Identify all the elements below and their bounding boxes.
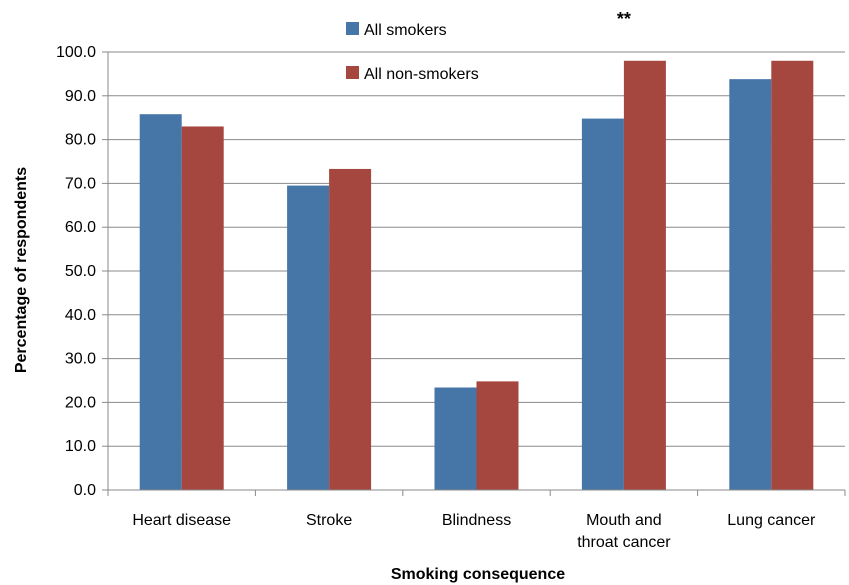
y-tick-label: 40.0 xyxy=(65,307,96,324)
bars xyxy=(139,60,814,491)
bar-all-non-smokers-mouth-and-throat-cancer xyxy=(623,60,666,490)
bar-all-smokers-blindness xyxy=(434,387,477,490)
y-tick-label: 80.0 xyxy=(65,132,96,149)
legend-swatch-all-non-smokers xyxy=(346,66,359,79)
x-category-label: Mouth and throat cancer xyxy=(577,512,671,551)
y-tick-label: 0.0 xyxy=(74,482,96,499)
y-tick-labels: 0.0 10.0 20.0 30.0 40.0 50.0 60.0 70.0 80.0 90.0 1… xyxy=(56,44,96,499)
significance-annotation: ** xyxy=(617,9,631,29)
x-category-label: Stroke xyxy=(306,512,352,529)
y-tick-label: 20.0 xyxy=(65,394,96,411)
y-tick-label: 30.0 xyxy=(65,351,96,368)
x-category-labels: Heart disease Stroke Blindness Mouth and thr… xyxy=(132,512,816,551)
axes xyxy=(102,51,846,496)
y-tick-label: 10.0 xyxy=(65,438,96,455)
x-category-label: Lung cancer xyxy=(727,512,816,529)
bar-all-non-smokers-lung-cancer xyxy=(771,60,814,490)
legend-label-all-smokers: All smokers xyxy=(364,22,447,39)
y-tick-label: 70.0 xyxy=(65,175,96,192)
bar-all-smokers-stroke xyxy=(287,185,330,490)
bar-all-smokers-lung-cancer xyxy=(729,79,772,490)
x-category-label: Heart disease xyxy=(132,512,231,529)
y-axis-title: Percentage of respondents xyxy=(13,167,30,373)
bar-all-non-smokers-heart-disease xyxy=(181,126,224,491)
legend-swatch-all-smokers xyxy=(346,22,359,35)
y-tick-label: 60.0 xyxy=(65,219,96,236)
x-category-label: Blindness xyxy=(442,512,511,529)
y-tick-label: 100.0 xyxy=(56,44,96,61)
bar-all-smokers-heart-disease xyxy=(139,114,182,491)
y-tick-label: 50.0 xyxy=(65,263,96,280)
gridlines xyxy=(108,51,845,447)
bar-all-non-smokers-stroke xyxy=(329,168,372,491)
bar-all-smokers-mouth-and-throat-cancer xyxy=(581,118,624,491)
bar-all-non-smokers-blindness xyxy=(476,381,519,490)
legend-label-all-non-smokers: All non-smokers xyxy=(364,66,479,83)
x-axis-title: Smoking consequence xyxy=(391,566,565,583)
y-tick-label: 90.0 xyxy=(65,88,96,105)
legend: All smokers All non-smokers xyxy=(346,22,479,83)
